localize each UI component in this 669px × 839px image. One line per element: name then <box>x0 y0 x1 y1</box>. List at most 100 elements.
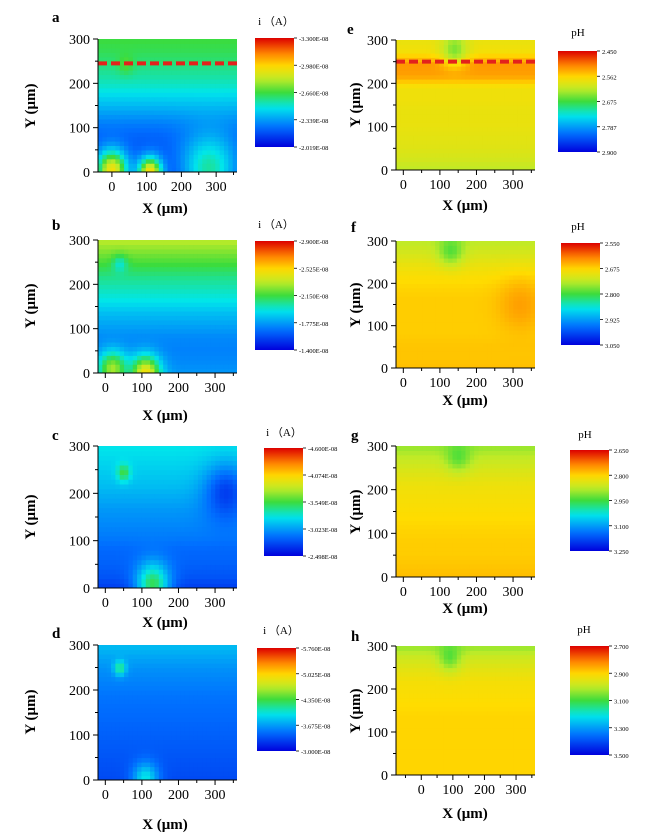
heatmap-cell <box>228 573 234 580</box>
heatmap-cell <box>452 139 458 145</box>
heatmap-cell <box>128 507 134 513</box>
heatmap-cell <box>197 730 203 736</box>
heatmap-cell <box>128 114 134 120</box>
heatmap-cell <box>482 74 488 80</box>
heatmap-cell <box>137 118 143 124</box>
heatmap-cell <box>197 310 203 316</box>
heatmap-cell <box>102 315 108 321</box>
heatmap-cell <box>111 319 116 325</box>
heatmap-cell <box>197 554 203 561</box>
heatmap-cell <box>452 126 458 132</box>
heatmap-cell <box>171 65 177 71</box>
heatmap-cell <box>98 649 103 655</box>
heatmap-cell <box>163 248 169 254</box>
heatmap-cell <box>474 48 480 54</box>
heatmap-cell <box>128 735 134 741</box>
heatmap-cell <box>124 658 129 664</box>
heatmap-cell <box>197 315 203 321</box>
heatmap-cell <box>206 512 212 518</box>
heatmap-cell <box>111 368 116 373</box>
heatmap-cell <box>180 140 186 146</box>
heatmap-cell <box>228 559 234 565</box>
heatmap-cell <box>106 244 112 250</box>
heatmap-cell <box>158 359 164 365</box>
heatmap-cell <box>202 118 208 124</box>
heatmap-cell <box>167 114 173 120</box>
heatmap-cell <box>171 279 177 285</box>
heatmap-cell <box>206 502 212 509</box>
heatmap-cell <box>119 140 125 146</box>
heatmap-cell <box>487 139 493 145</box>
heatmap-cell <box>215 483 221 490</box>
heatmap-cell <box>223 52 229 58</box>
heatmap-cell <box>128 474 134 480</box>
heatmap-cell <box>422 113 427 119</box>
heatmap-cell <box>163 535 169 542</box>
heatmap-cell <box>163 512 169 518</box>
heatmap-cell <box>176 359 182 365</box>
heatmap-cell <box>219 554 225 561</box>
heatmap-cell <box>189 517 195 523</box>
heatmap-cell <box>158 672 164 678</box>
heatmap-cell <box>180 364 186 370</box>
heatmap-cell <box>193 726 199 732</box>
heatmap-cell <box>141 364 147 370</box>
heatmap-cell <box>167 573 173 580</box>
heatmap-cell <box>223 744 229 750</box>
heatmap-cell <box>119 717 125 723</box>
heatmap-cell <box>210 346 216 352</box>
heatmap-cell <box>98 721 103 727</box>
heatmap-cell <box>184 136 190 142</box>
heatmap-cell <box>232 118 237 124</box>
heatmap-cell <box>219 535 225 542</box>
heatmap-cell <box>154 96 160 102</box>
heatmap-cell <box>206 359 212 365</box>
heatmap-cell <box>202 158 208 164</box>
heatmap-cell <box>189 658 195 664</box>
heatmap-cell <box>158 726 164 732</box>
heatmap-cell <box>106 753 112 759</box>
heatmap-cell <box>228 450 234 457</box>
heatmap-cell <box>124 163 129 169</box>
heatmap-cell <box>223 526 229 532</box>
heatmap-cell <box>115 483 121 490</box>
heatmap-cell <box>145 757 151 763</box>
heatmap-cell <box>193 118 199 124</box>
heatmap-cell <box>223 74 229 80</box>
heatmap-cell <box>141 127 147 133</box>
heatmap-cell <box>526 87 532 93</box>
heatmap-cell <box>202 730 208 736</box>
heatmap-cell <box>426 148 432 154</box>
heatmap-cell <box>141 703 147 709</box>
heatmap-cell <box>176 545 182 551</box>
heatmap-cell <box>223 748 229 754</box>
heatmap-cell <box>158 474 164 480</box>
heatmap-cell <box>215 149 221 155</box>
heatmap-cell <box>171 488 177 494</box>
heatmap-cell <box>111 288 116 294</box>
heatmap-cell <box>469 109 475 115</box>
heatmap-cell <box>526 139 532 145</box>
heatmap-cell <box>163 649 169 655</box>
heatmap-cell <box>206 253 212 259</box>
heatmap-cell <box>439 87 445 93</box>
heatmap-cell <box>145 87 151 93</box>
heatmap-cell <box>210 771 216 777</box>
heatmap-cell <box>404 40 410 45</box>
heatmap-cell <box>137 136 143 142</box>
heatmap-cell <box>171 766 177 772</box>
heatmap-cell <box>210 512 216 518</box>
heatmap-cell <box>409 109 414 115</box>
heatmap-cell <box>430 53 436 58</box>
heatmap-cell <box>111 92 116 98</box>
heatmap-cell <box>404 144 410 149</box>
heatmap-cell <box>119 735 125 741</box>
heatmap-cell <box>219 564 225 570</box>
heatmap-cell <box>119 645 125 651</box>
heatmap-cell <box>223 132 229 138</box>
heatmap-cell <box>167 694 173 700</box>
heatmap-cell <box>150 114 156 120</box>
heatmap-cell <box>176 672 182 678</box>
heatmap-cell <box>193 744 199 750</box>
heatmap-cell <box>474 44 480 50</box>
